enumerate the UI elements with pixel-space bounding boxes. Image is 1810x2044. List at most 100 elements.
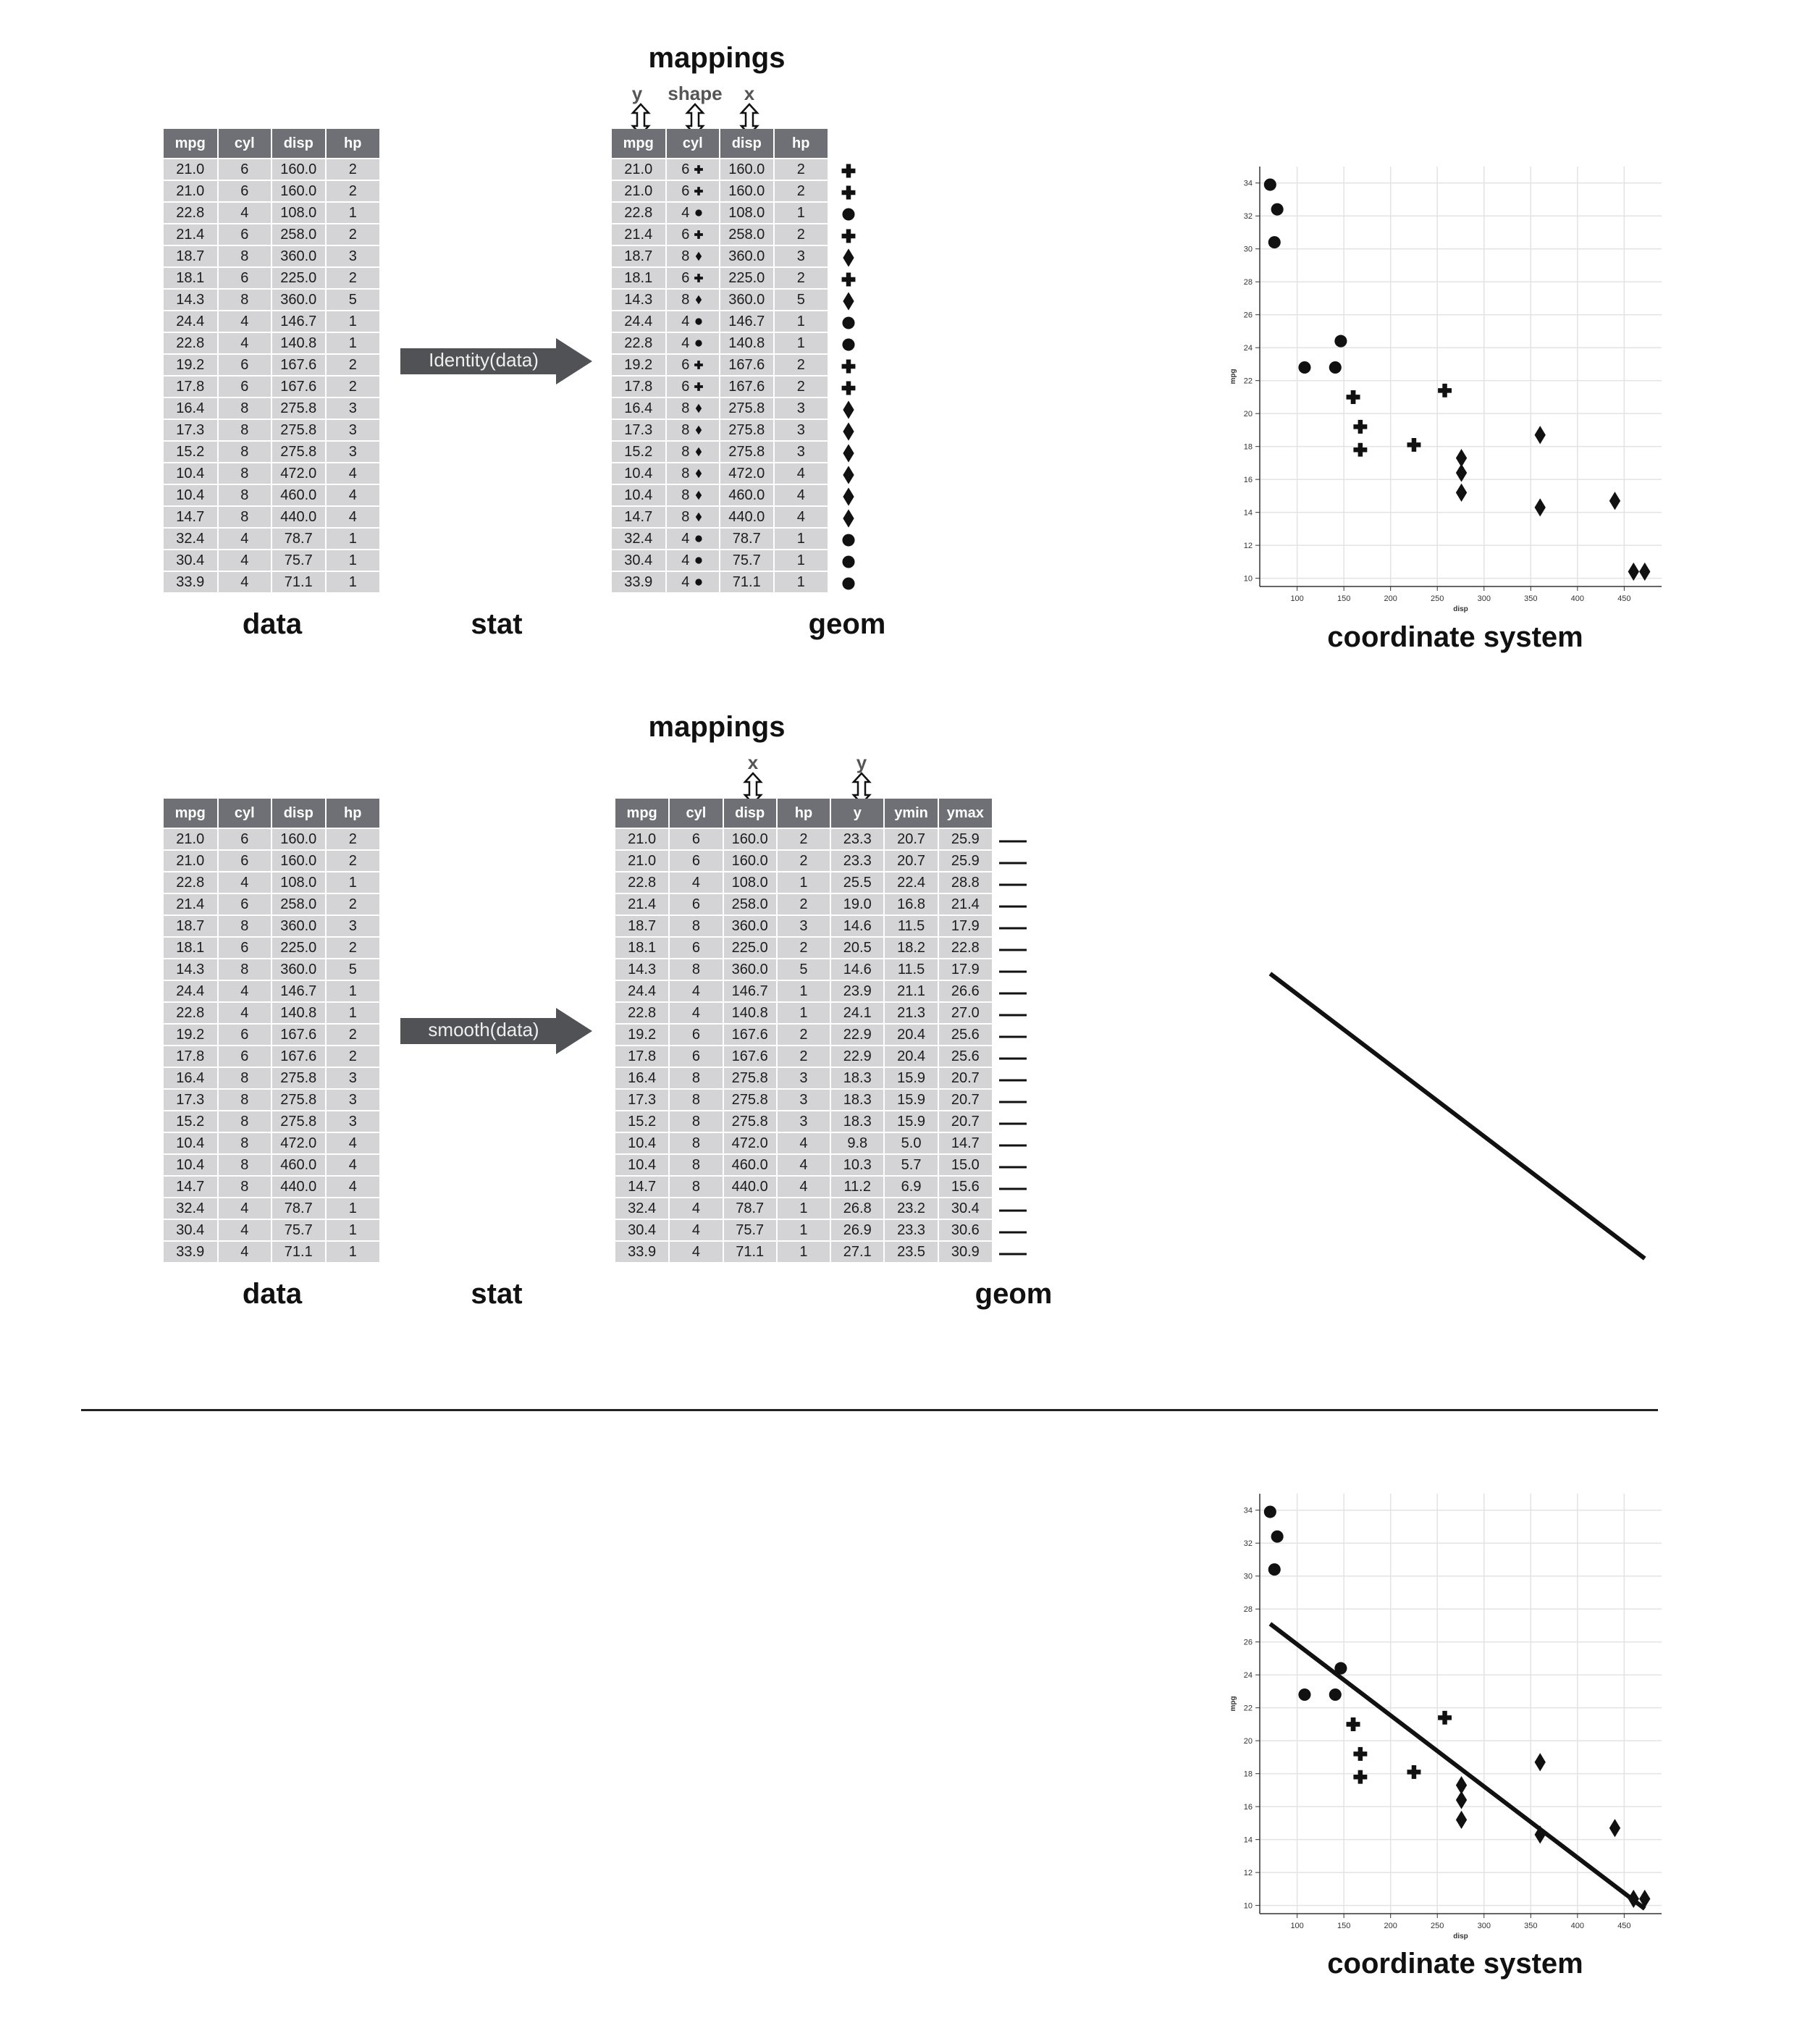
circle-shape-icon: [694, 574, 704, 591]
y-tick-label: 18: [1244, 1770, 1253, 1779]
table-cell: 30.4: [938, 1197, 992, 1219]
table-cell: 21.0: [164, 849, 219, 872]
table-cell: 18.3: [830, 1067, 885, 1089]
table-row: 19.2 6 167.6 2 22.9 20.4 25.6: [615, 1023, 992, 1046]
diamond-shape-icon: [694, 487, 704, 504]
table-row: 21.0 6 160.0 2: [164, 828, 379, 850]
y-tick-label: 24: [1244, 1671, 1253, 1680]
table-row: 21.4 6 258.0 2: [164, 223, 379, 245]
table-row: 17.8 6 167.6 2 22.9 20.4 25.6: [615, 1045, 992, 1067]
table-cell: 32.4: [612, 527, 667, 550]
geom-shape-diamond: [843, 466, 854, 484]
y-tick-label: 20: [1244, 410, 1253, 419]
x-tick-label: 200: [1384, 594, 1397, 603]
table-cell: 1: [776, 980, 832, 1002]
table-cell: 25.6: [938, 1045, 992, 1067]
column-header: hp: [325, 129, 379, 159]
table-cell: 6: [217, 180, 272, 202]
table-cell: 1: [776, 1001, 832, 1024]
data-point-diamond: [1609, 492, 1621, 510]
table-row: 10.4 8 460.0 4: [164, 484, 379, 506]
mappings-title-middle: mappings: [648, 711, 786, 743]
table-cell: 1: [325, 549, 379, 571]
table-cell: 71.1: [272, 1240, 327, 1262]
data-point-plus: [1438, 383, 1452, 398]
aes-x-label-top: x: [744, 83, 755, 104]
table-cell: 20.7: [938, 1110, 992, 1132]
table-cell: 23.3: [830, 828, 885, 850]
x-tick-label: 250: [1431, 1922, 1444, 1930]
plus-shape-icon: [694, 161, 704, 178]
table-cell: 4: [665, 310, 720, 332]
data-point-circle: [1268, 236, 1281, 249]
table-cell: 275.8: [272, 419, 327, 441]
table-row: 17.3 8 275.8 3: [164, 1088, 379, 1111]
table-cell: 22.9: [830, 1045, 885, 1067]
smooth-fit-line: [1268, 1622, 1646, 1911]
table-cell: 1: [773, 201, 828, 224]
table-cell: 8: [217, 419, 272, 441]
data-point-plus: [1353, 1746, 1368, 1761]
table-cell: 460.0: [723, 1153, 778, 1176]
table-cell: 167.6: [272, 1045, 327, 1067]
table-row: 18.1 6 225.0 2 20.5 18.2 22.8: [615, 936, 992, 959]
table-cell: 4: [217, 527, 272, 550]
table-cell: 22.8: [615, 1001, 670, 1024]
table-row: 17.3 8 275.8 3 18.3 15.9 20.7: [615, 1088, 992, 1111]
table-cell: 6.9: [884, 1175, 939, 1198]
table-row: 21.0 6 160.0 2: [612, 158, 828, 180]
column-header: disp: [272, 799, 327, 828]
aes-shape-label-top: shape: [668, 83, 723, 104]
table-cell: 2: [773, 375, 828, 398]
table-cell: 146.7: [723, 980, 778, 1002]
y-tick-label: 26: [1244, 1639, 1253, 1647]
table-cell: 15.2: [612, 440, 667, 463]
data-point-circle: [1263, 178, 1276, 191]
table-row: 22.8 4 140.8 1: [612, 332, 828, 354]
table-cell: 75.7: [272, 1219, 327, 1241]
table-cell: 30.4: [615, 1219, 670, 1241]
table-cell: 33.9: [164, 1240, 219, 1262]
table-row: 18.7 8 360.0 3: [164, 914, 379, 937]
table-cell: 3: [776, 914, 832, 937]
y-tick-label: 28: [1244, 278, 1253, 287]
y-tick-label: 30: [1244, 1573, 1253, 1581]
table-cell: 4: [217, 1001, 272, 1024]
geom-shape-plus: [841, 185, 856, 200]
table-cell: 4: [217, 332, 272, 354]
y-tick-label: 32: [1244, 1539, 1253, 1548]
aes-y-label-middle: y: [856, 752, 867, 773]
table-cell: 14.3: [164, 958, 219, 980]
table-cell: 1: [776, 1197, 832, 1219]
table-row: 21.0 6 160.0 2: [612, 180, 828, 202]
table-cell: 8: [665, 440, 720, 463]
table-cell: 3: [325, 1110, 379, 1132]
table-cell: 4: [325, 1132, 379, 1154]
table-cell: 140.8: [272, 332, 327, 354]
table-cell: 24.1: [830, 1001, 885, 1024]
table-cell: 4: [773, 484, 828, 506]
data-point-circle: [1334, 335, 1347, 348]
table-cell: 18.1: [615, 936, 670, 959]
table-row: 14.3 8 360.0 5 14.6 11.5 17.9: [615, 958, 992, 980]
data-point-diamond: [1628, 562, 1639, 581]
table-cell: 22.9: [830, 1023, 885, 1046]
geom-shape-circle: [842, 316, 855, 329]
table-cell: 4: [217, 1219, 272, 1241]
table-cell: 20.5: [830, 936, 885, 959]
table-cell: 167.6: [723, 1023, 778, 1046]
table-cell: 4: [776, 1153, 832, 1176]
table-cell: 15.6: [938, 1175, 992, 1198]
table-cell: 360.0: [272, 958, 327, 980]
table-cell: 3: [773, 440, 828, 463]
x-tick-label: 350: [1524, 594, 1537, 603]
table-cell: 71.1: [272, 571, 327, 592]
table-cell: 8: [217, 1067, 272, 1089]
table-cell: 8: [217, 1153, 272, 1176]
table-row: 16.4 8 275.8 3 18.3 15.9 20.7: [615, 1067, 992, 1089]
table-cell: 25.6: [938, 1023, 992, 1046]
table-cell: 3: [776, 1088, 832, 1111]
table-row: 22.8 4 108.0 1: [164, 871, 379, 893]
x-axis-label: disp: [1453, 1932, 1468, 1940]
table-cell: 15.9: [884, 1110, 939, 1132]
